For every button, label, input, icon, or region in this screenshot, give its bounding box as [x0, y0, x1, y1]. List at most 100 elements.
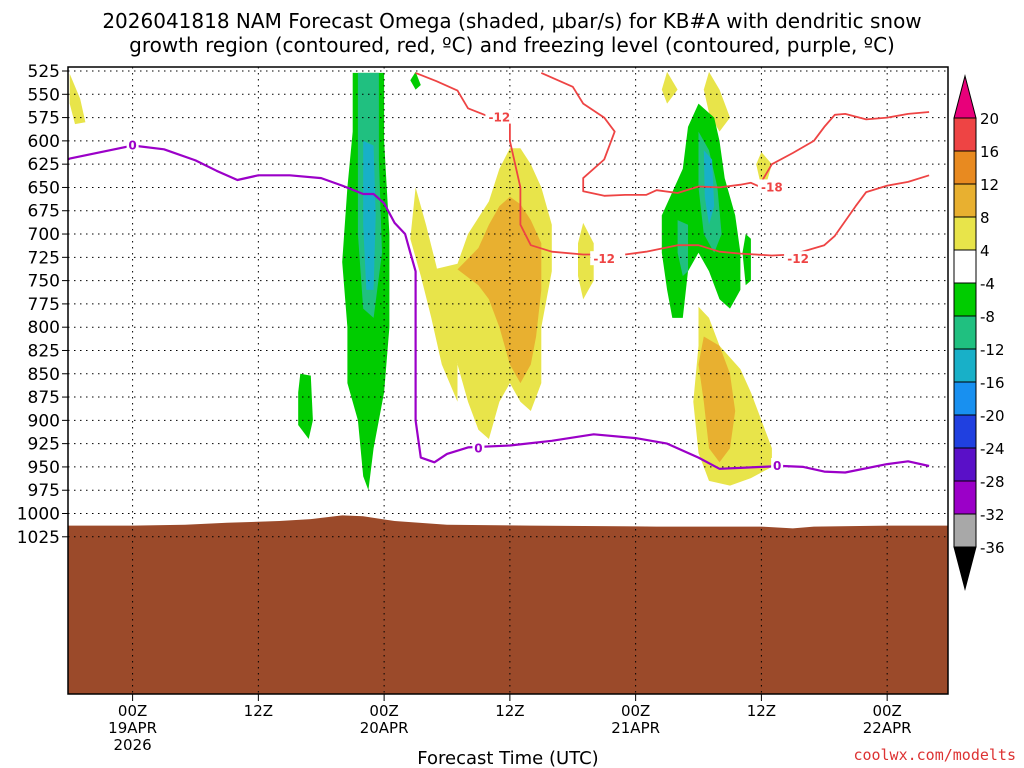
y-tick-label: 625 — [28, 155, 60, 175]
snow-growth-contour — [540, 72, 762, 197]
contour-label-bg — [771, 457, 784, 472]
y-tick-label: 1000 — [17, 505, 60, 525]
contour-label-bg — [472, 440, 485, 455]
contour-label-bg — [757, 179, 786, 194]
chart-title-line-1: 2026041818 NAM Forecast Omega (shaded, µ… — [102, 9, 921, 33]
x-tick-label: 2026 — [114, 736, 152, 754]
y-tick-label: 875 — [28, 388, 60, 408]
y-tick-label: 850 — [28, 365, 60, 385]
x-tick-label: 00Z — [369, 702, 398, 720]
credit-text: coolwx.com/modelts — [853, 746, 1016, 764]
contour-label-bg — [126, 137, 139, 152]
y-tick-label: 575 — [28, 109, 60, 129]
colorbar: 20 16 12 8 4 -4 -8 -12 -16 -20 -24 -28 -32 -36 — [953, 74, 1005, 591]
x-tick-label: 19APR — [108, 719, 157, 737]
x-axis-title: Forecast Time (UTC) — [417, 748, 598, 768]
freezing-contour-label: 0 — [128, 139, 136, 153]
colorbar-label: 16 — [980, 143, 999, 161]
plot-frame — [67, 66, 949, 695]
colorbar-swatch — [953, 513, 977, 548]
colorbar-label: -28 — [980, 473, 1005, 491]
y-tick-label: 675 — [28, 202, 60, 222]
colorbar-swatch — [953, 348, 977, 383]
colorbar-label: -36 — [980, 539, 1005, 557]
x-tick-label: 21APR — [611, 719, 660, 737]
omega-positive-core — [457, 196, 542, 384]
terrain-layer — [68, 515, 948, 694]
colorbar-swatch — [953, 315, 977, 350]
x-tick-label: 12Z — [747, 702, 776, 720]
colorbar-swatch — [953, 183, 977, 218]
omega-negative-region — [298, 373, 313, 439]
colorbar-swatch — [953, 249, 977, 284]
omega-negative-region — [410, 71, 421, 90]
snow-growth-contour-label: -12 — [787, 252, 809, 266]
y-tick-label: 900 — [28, 411, 60, 431]
y-axis-ticks: 525 550 575 600 625 650 675 700 725 750 775 800 825 8… — [17, 62, 68, 548]
colorbar-label: 12 — [980, 176, 999, 194]
omega-positive-region — [756, 152, 772, 188]
x-tick-label: 12Z — [495, 702, 524, 720]
x-tick-label: 20APR — [360, 719, 409, 737]
colorbar-swatch — [953, 381, 977, 416]
omega-positive-core — [698, 336, 736, 463]
y-tick-label: 925 — [28, 435, 60, 455]
x-tick-label: 00Z — [118, 702, 147, 720]
y-tick-label: 650 — [28, 178, 60, 198]
y-tick-label: 825 — [28, 341, 60, 361]
terrain-fill — [68, 515, 948, 694]
contour-label-bg — [485, 109, 514, 124]
y-tick-label: 550 — [28, 85, 60, 105]
colorbar-swatch — [953, 150, 977, 185]
omega-positive-region — [703, 71, 730, 132]
chart-title-line-2: growth region (contoured, red, ºC) and f… — [129, 33, 895, 57]
y-tick-label: 525 — [28, 62, 60, 82]
omega-positive-region — [661, 71, 678, 104]
colorbar-label: -20 — [980, 407, 1005, 425]
y-tick-label: 700 — [28, 225, 60, 245]
omega-positive-region — [69, 73, 86, 125]
y-tick-label: 800 — [28, 318, 60, 338]
colorbar-label: -16 — [980, 374, 1005, 392]
omega-shading — [69, 71, 772, 491]
snow-growth-contour — [760, 111, 930, 183]
colorbar-swatch — [953, 447, 977, 482]
colorbar-swatch — [953, 480, 977, 515]
colorbar-label: -8 — [980, 308, 995, 326]
colorbar-swatch — [953, 282, 977, 317]
x-tick-label: 22APR — [863, 719, 912, 737]
colorbar-swatch-bottom — [953, 546, 977, 591]
freezing-level-contour — [68, 144, 930, 474]
colorbar-label: -4 — [980, 275, 995, 293]
colorbar-swatch-top — [953, 74, 977, 119]
snow-growth-contour-label: -12 — [593, 252, 615, 266]
contour-label-bg — [590, 251, 619, 266]
colorbar-label: -24 — [980, 440, 1005, 458]
y-tick-label: 950 — [28, 458, 60, 478]
y-tick-label: 750 — [28, 272, 60, 292]
colorbar-label: -12 — [980, 341, 1005, 359]
snow-growth-contour-label: -18 — [761, 180, 783, 194]
y-tick-label: 725 — [28, 248, 60, 268]
snow-growth-contour — [415, 72, 605, 256]
colorbar-label: 4 — [980, 242, 990, 260]
omega-negative-core — [363, 140, 376, 290]
y-tick-label: 775 — [28, 295, 60, 315]
y-tick-label: 975 — [28, 481, 60, 501]
omega-negative-region — [742, 234, 751, 286]
contour-label-bg — [784, 251, 813, 266]
colorbar-label: 8 — [980, 209, 990, 227]
contour-labels: 0 0 0 -12 -12 -12 -18 — [126, 109, 813, 473]
plot-area: 0 0 0 -12 -12 -12 -18 — [67, 66, 949, 695]
x-tick-label: 00Z — [621, 702, 650, 720]
x-tick-label: 12Z — [244, 702, 273, 720]
freezing-contour-label: 0 — [474, 441, 482, 455]
y-tick-label: 600 — [28, 132, 60, 152]
omega-positive-region — [410, 187, 458, 402]
colorbar-swatch — [953, 216, 977, 251]
omega-positive-region — [578, 222, 594, 300]
colorbar-swatch — [953, 117, 977, 152]
x-tick-label: 00Z — [872, 702, 901, 720]
